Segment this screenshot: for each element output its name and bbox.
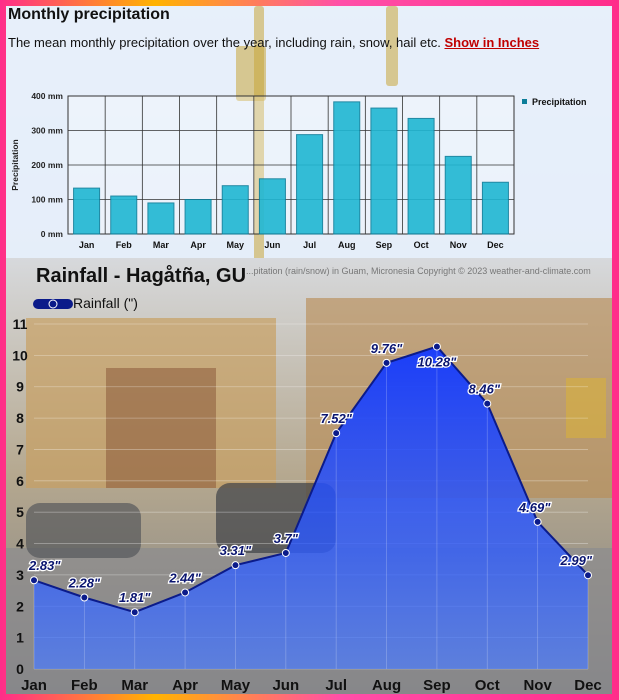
y-axis-label: Precipitation (10, 139, 20, 190)
x-tick-label: Dec (487, 240, 504, 250)
rainfall-point (130, 608, 139, 617)
rainfall-point (181, 588, 190, 597)
legend-marker (48, 299, 58, 309)
rainfall-panel: Rainfall - Hagåtña, GU ...pitation (rain… (6, 258, 612, 694)
rainfall-point (231, 561, 240, 570)
x-tick-label: Apr (172, 677, 198, 694)
data-label: 9.76" (371, 341, 403, 356)
precipitation-title: Monthly precipitation (8, 6, 170, 23)
rainfall-area (34, 346, 588, 669)
x-tick-label: Jul (325, 677, 347, 694)
traffic-light-decor (386, 6, 398, 86)
rainfall-line (33, 345, 589, 614)
precipitation-bar (147, 202, 175, 235)
data-label: 1.81" (119, 590, 151, 605)
x-tick-label: Dec (574, 677, 602, 694)
rainfall-point (483, 399, 492, 408)
rainfall-point (332, 429, 341, 438)
x-tick-label: Feb (71, 677, 98, 694)
x-tick-label: Jul (303, 240, 316, 250)
y-tick-label: 9 (16, 379, 24, 395)
data-label: 2.99" (560, 553, 593, 568)
x-tick-label: Aug (372, 677, 401, 694)
y-tick-label: 200 mm (31, 160, 63, 170)
data-label: 2.44" (168, 570, 201, 585)
x-tick-label: Apr (190, 240, 206, 250)
x-tick-label: Mar (121, 677, 148, 694)
data-label: 2.28" (68, 575, 101, 590)
precipitation-bar (407, 117, 435, 235)
show-in-inches-link[interactable]: Show in Inches (444, 35, 540, 50)
rainfall-title: Rainfall - Hagåtña, GU (36, 265, 247, 287)
x-tick-label: Oct (475, 677, 500, 694)
precipitation-bar (296, 134, 324, 235)
data-label: 10.28" (418, 355, 458, 370)
y-tick-label: 400 mm (31, 91, 63, 101)
x-tick-label: Feb (116, 240, 133, 250)
legend-swatch (522, 99, 527, 104)
data-label: 3.7" (274, 531, 299, 546)
y-tick-label: 6 (16, 473, 24, 489)
y-tick-label: 0 (16, 661, 24, 677)
legend-label: Rainfall (") (73, 295, 138, 311)
y-tick-label: 2 (16, 598, 24, 614)
y-tick-label: 4 (16, 536, 24, 552)
data-label: 2.83" (28, 558, 61, 573)
y-tick-label: 1 (16, 630, 24, 646)
y-tick-label: 7 (16, 441, 24, 457)
rainfall-area-chart: 0 1 2 3 4 5 6 7 8 9 10 11 2.83" Jan 2.28" Feb 1.81" Mar 2.… (12, 295, 602, 694)
y-tick-label: 11 (13, 316, 28, 332)
rainfall-point (432, 342, 441, 351)
y-tick-label: 10 (12, 347, 28, 363)
rainfall-point (281, 548, 290, 557)
precipitation-panel: Monthly precipitation The mean monthly p… (6, 6, 612, 264)
copyright-credit: ...pitation (rain/snow) in Guam, Microne… (246, 266, 591, 276)
precipitation-bar (258, 178, 286, 235)
x-tick-label: Jun (272, 677, 299, 694)
x-tick-label: Mar (153, 240, 170, 250)
precipitation-bar (110, 195, 138, 235)
x-tick-label: Jun (264, 240, 280, 250)
data-label: 8.46" (469, 382, 501, 397)
y-tick-label: 0 mm (41, 229, 64, 239)
precipitation-bar (444, 155, 472, 235)
rainfall-point (80, 593, 89, 602)
precipitation-bar-chart: 0 mm 100 mm 200 mm 300 mm 400 mm Jan Feb Mar Apr… (10, 91, 587, 250)
precipitation-bar (73, 187, 101, 235)
precipitation-bar (481, 181, 509, 235)
precipitation-bar (184, 199, 212, 235)
y-tick-label: 100 mm (31, 195, 63, 205)
legend-label: Precipitation (532, 97, 587, 107)
data-label: 4.69" (518, 500, 551, 515)
x-tick-label: Nov (450, 240, 467, 250)
x-tick-label: Jan (79, 240, 95, 250)
x-tick-label: Oct (414, 240, 429, 250)
precipitation-description: The mean monthly precipitation over the … (8, 35, 539, 50)
traffic-light-decor (236, 46, 266, 101)
rainfall-point (533, 517, 542, 526)
precipitation-bar (370, 107, 398, 235)
description-text: The mean monthly precipitation over the … (8, 35, 441, 50)
y-tick-label: 8 (16, 410, 24, 426)
x-tick-label: Sep (376, 240, 393, 250)
precipitation-bar (333, 101, 361, 235)
y-tick-label: 3 (16, 567, 24, 583)
data-label: 3.31" (220, 543, 252, 558)
x-tick-label: May (221, 677, 251, 694)
x-tick-label: Aug (338, 240, 356, 250)
y-tick-label: 5 (16, 504, 24, 520)
traffic-pole-decor (254, 6, 264, 264)
x-tick-label: Jan (21, 677, 47, 694)
data-label: 7.52" (320, 411, 352, 426)
x-tick-label: May (226, 240, 244, 250)
rainfall-point (584, 571, 592, 580)
chart-canvas: Monthly precipitation The mean monthly p… (6, 6, 612, 694)
x-tick-label: Nov (523, 677, 552, 694)
x-tick-label: Sep (423, 677, 451, 694)
y-tick-label: 300 mm (31, 126, 63, 136)
precipitation-bar (221, 185, 249, 235)
rainfall-point (30, 576, 38, 585)
rainfall-point (382, 358, 391, 367)
